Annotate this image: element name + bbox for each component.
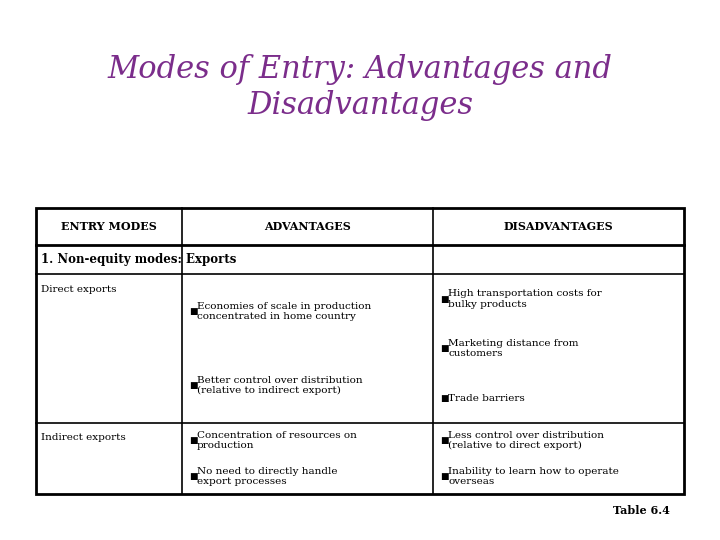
Text: Table 6.4: Table 6.4 bbox=[613, 505, 670, 516]
Text: ■: ■ bbox=[189, 381, 197, 390]
Text: Modes of Entry: Advantages and
Disadvantages: Modes of Entry: Advantages and Disadvant… bbox=[107, 54, 613, 121]
Text: ENTRY MODES: ENTRY MODES bbox=[61, 221, 157, 232]
Text: ■: ■ bbox=[189, 307, 197, 316]
Text: ■: ■ bbox=[440, 472, 449, 481]
Text: Inability to learn how to operate
overseas: Inability to learn how to operate overse… bbox=[448, 467, 619, 486]
Text: ADVANTAGES: ADVANTAGES bbox=[264, 221, 351, 232]
Text: Economies of scale in production
concentrated in home country: Economies of scale in production concent… bbox=[197, 302, 372, 321]
Text: ■: ■ bbox=[440, 295, 449, 303]
Text: DISADVANTAGES: DISADVANTAGES bbox=[503, 221, 613, 232]
Text: Trade barriers: Trade barriers bbox=[448, 394, 525, 403]
Text: ■: ■ bbox=[189, 472, 197, 481]
Text: High transportation costs for
bulky products: High transportation costs for bulky prod… bbox=[448, 289, 602, 309]
Text: Better control over distribution
(relative to indirect export): Better control over distribution (relati… bbox=[197, 376, 363, 395]
Text: Marketing distance from
customers: Marketing distance from customers bbox=[448, 339, 579, 358]
Text: Direct exports: Direct exports bbox=[41, 285, 117, 294]
Text: 1. Non-equity modes: Exports: 1. Non-equity modes: Exports bbox=[41, 253, 236, 266]
Text: Indirect exports: Indirect exports bbox=[41, 434, 126, 442]
Bar bbox=[36, 208, 684, 494]
Text: ■: ■ bbox=[440, 436, 449, 445]
Text: Less control over distribution
(relative to direct export): Less control over distribution (relative… bbox=[448, 431, 604, 450]
Text: ■: ■ bbox=[440, 394, 449, 403]
Text: Concentration of resources on
production: Concentration of resources on production bbox=[197, 431, 357, 450]
Text: ■: ■ bbox=[440, 344, 449, 353]
Text: No need to directly handle
export processes: No need to directly handle export proces… bbox=[197, 467, 338, 486]
Text: ■: ■ bbox=[189, 436, 197, 445]
